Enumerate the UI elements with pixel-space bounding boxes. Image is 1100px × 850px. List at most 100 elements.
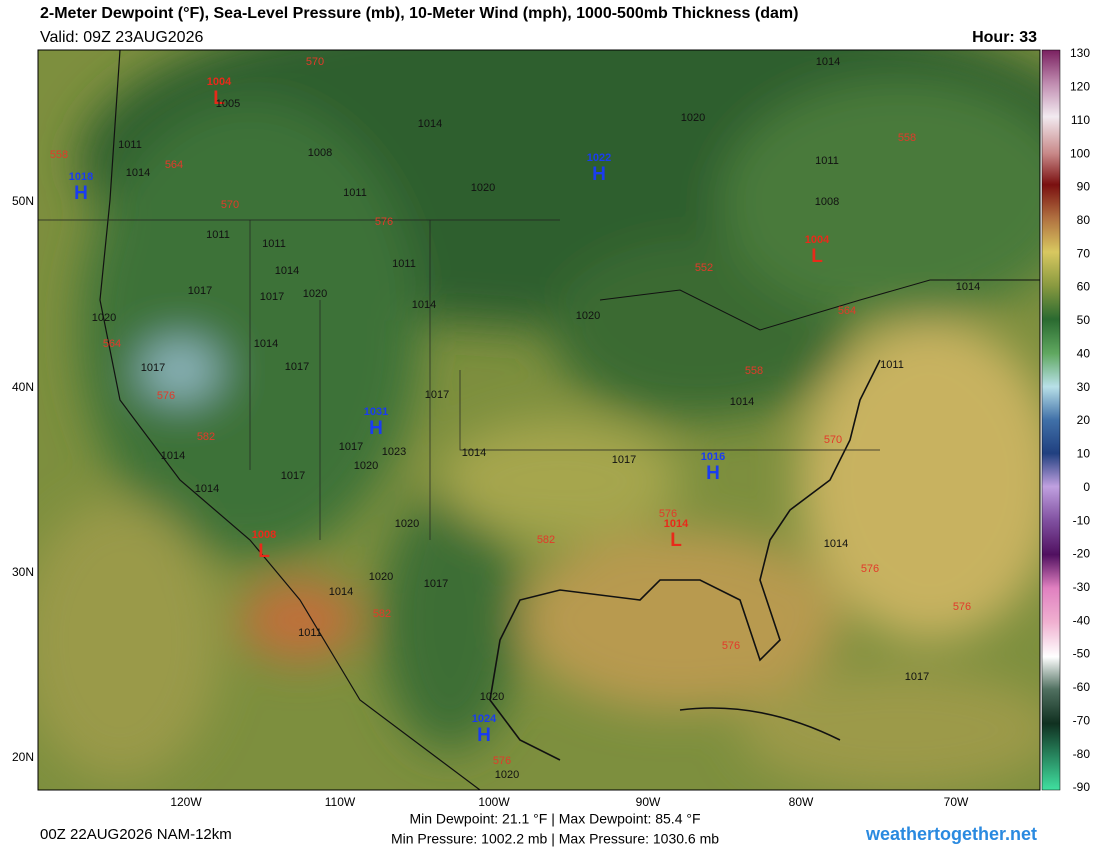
isobar-label: 1017 [424,578,448,590]
longitude-label: 120W [170,795,202,809]
isobar-label: 1017 [905,671,929,683]
pressure-value: 1031 [364,406,388,418]
thickness-label: 552 [695,262,713,274]
model-run: 00Z 22AUG2026 NAM-12km [40,826,232,843]
isobar-label: 1011 [880,359,904,371]
pressure-letter: L [213,88,225,109]
colorbar-label: -90 [1073,780,1091,794]
pressure-value: 1022 [587,152,611,164]
isobar-label: 1005 [216,98,240,110]
isobar-label: 1020 [471,182,495,194]
colorbar-label: 110 [1071,113,1090,127]
thickness-label: 564 [838,305,856,317]
thickness-label: 576 [659,508,677,520]
colorbar-label: 100 [1070,146,1090,160]
latitude-label: 40N [12,380,34,394]
isobar-label: 1011 [343,187,367,199]
thickness-label: 558 [50,149,68,161]
pressure-letter: L [258,541,270,562]
pressure-value: 1008 [252,529,276,541]
isobar-label: 1020 [92,312,116,324]
colorbar-label: -80 [1073,747,1091,761]
colorbar-label: -70 [1073,713,1091,727]
site-name: weathertogether.net [865,824,1037,844]
isobar-label: 1008 [308,147,332,159]
colorbar-label: -50 [1073,647,1091,661]
colorbar-label: -20 [1073,547,1091,561]
pressure-value: 1004 [805,234,830,246]
isobar-label: 1014 [275,265,299,277]
isobar-label: 1011 [392,258,416,270]
thickness-label: 576 [953,601,971,613]
thickness-label: 576 [722,640,740,652]
map-frame [37,49,1041,791]
isobar-label: 1017 [281,470,305,482]
colorbar-label: 40 [1077,346,1091,360]
thickness-label: 576 [157,390,175,402]
colorbar-label: 70 [1077,246,1091,260]
longitude-label: 90W [636,795,661,809]
isobar-label: 1017 [141,362,165,374]
latitude-label: 50N [12,194,34,208]
thickness-label: 582 [197,431,215,443]
thickness-label: 570 [221,199,239,211]
isobar-label: 1020 [480,691,504,703]
isobar-label: 1011 [262,238,286,250]
isobar-label: 1014 [161,450,185,462]
thickness-label: 576 [493,755,511,767]
isobar-label: 1011 [815,155,839,167]
isobar-label: 1017 [612,454,636,466]
isobar-label: 1020 [495,769,519,781]
thickness-label: 558 [898,132,916,144]
isobar-label: 1020 [395,518,419,530]
pressure-letter: L [811,246,823,267]
isobar-label: 1014 [418,118,442,130]
isobar-label: 1014 [254,338,278,350]
isobar-label: 1014 [816,56,840,68]
thickness-label: 576 [375,216,393,228]
colorbar-label: 80 [1077,213,1091,227]
colorbar-label: 10 [1077,447,1091,461]
thickness-label: 582 [537,534,555,546]
isobar-label: 1014 [824,538,848,550]
colorbar-label: -40 [1073,613,1091,627]
colorbar-label: 90 [1077,180,1091,194]
colorbar [1041,49,1061,791]
pressure-value: 1004 [207,76,232,88]
pressure-letter: H [592,164,606,185]
thickness-label: 564 [165,159,183,171]
isobar-label: 1017 [425,389,449,401]
isobar-label: 1014 [462,447,486,459]
isobar-label: 1011 [298,627,322,639]
isobar-label: 1020 [369,571,393,583]
thickness-label: 582 [373,608,391,620]
isobar-label: 1014 [956,281,980,293]
colorbar-label: 60 [1077,280,1091,294]
isobar-label: 1017 [285,361,309,373]
isobar-label: 1014 [412,299,436,311]
map [38,50,1040,790]
longitude-label: 110W [325,795,356,809]
isobar-label: 1020 [576,310,600,322]
pressure-letter: L [670,530,682,551]
colorbar-label: 30 [1077,380,1091,394]
isobar-label: 1014 [730,396,754,408]
isobar-label: 1023 [382,446,406,458]
longitude-label: 70W [944,795,969,809]
dewpoint-range: Min Dewpoint: 21.1 °F | Max Dewpoint: 85… [409,811,700,827]
title: 2-Meter Dewpoint (°F), Sea-Level Pressur… [40,5,798,22]
pressure-value: 1016 [701,451,725,463]
colorbar-label: 20 [1077,413,1091,427]
isobar-label: 1014 [126,167,150,179]
pressure-letter: H [369,418,383,439]
colorbar-label: 120 [1070,80,1090,94]
colorbar-label: 130 [1070,46,1090,60]
thickness-label: 570 [824,434,842,446]
isobar-label: 1017 [339,441,363,453]
colorbar-label: -10 [1073,513,1091,527]
isobar-label: 1020 [354,460,378,472]
forecast-hour: Hour: 33 [972,29,1037,46]
thickness-label: 564 [103,338,121,350]
latitude-label: 20N [12,750,34,764]
